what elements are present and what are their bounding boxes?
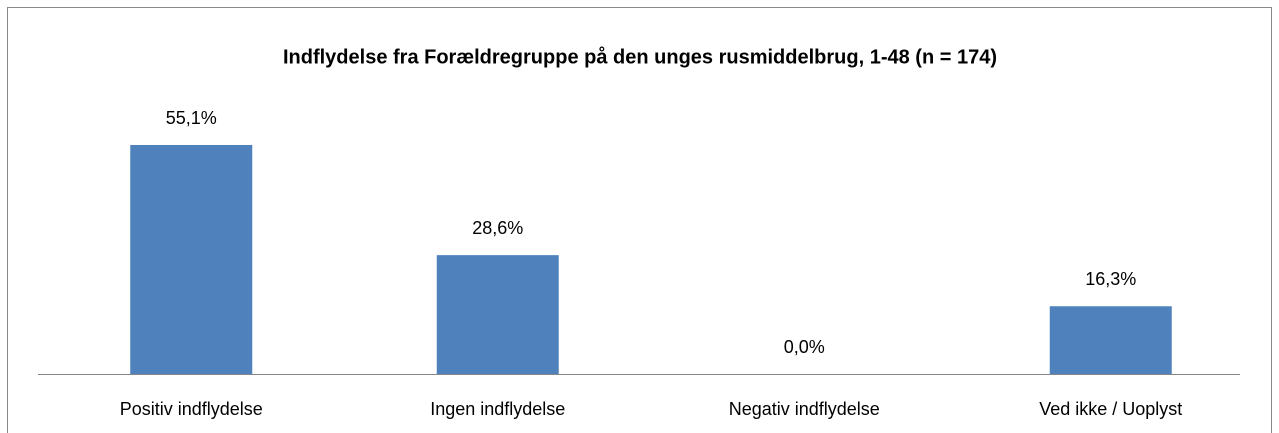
x-tick-label: Negativ indflydelse <box>729 399 880 419</box>
x-tick-label: Ingen indflydelse <box>430 399 565 419</box>
bar <box>1049 306 1172 374</box>
data-label: 55,1% <box>166 108 217 128</box>
data-label: 28,6% <box>472 218 523 238</box>
data-label: 16,3% <box>1085 269 1136 289</box>
chart-title: Indflydelse fra Forældregruppe på den un… <box>283 45 997 68</box>
data-label: 0,0% <box>784 337 825 357</box>
x-tick-label: Positiv indflydelse <box>120 399 263 419</box>
bar <box>436 255 559 374</box>
bar <box>130 145 253 374</box>
chart-frame <box>7 7 1272 433</box>
x-tick-label: Ved ikke / Uoplyst <box>1039 399 1182 419</box>
